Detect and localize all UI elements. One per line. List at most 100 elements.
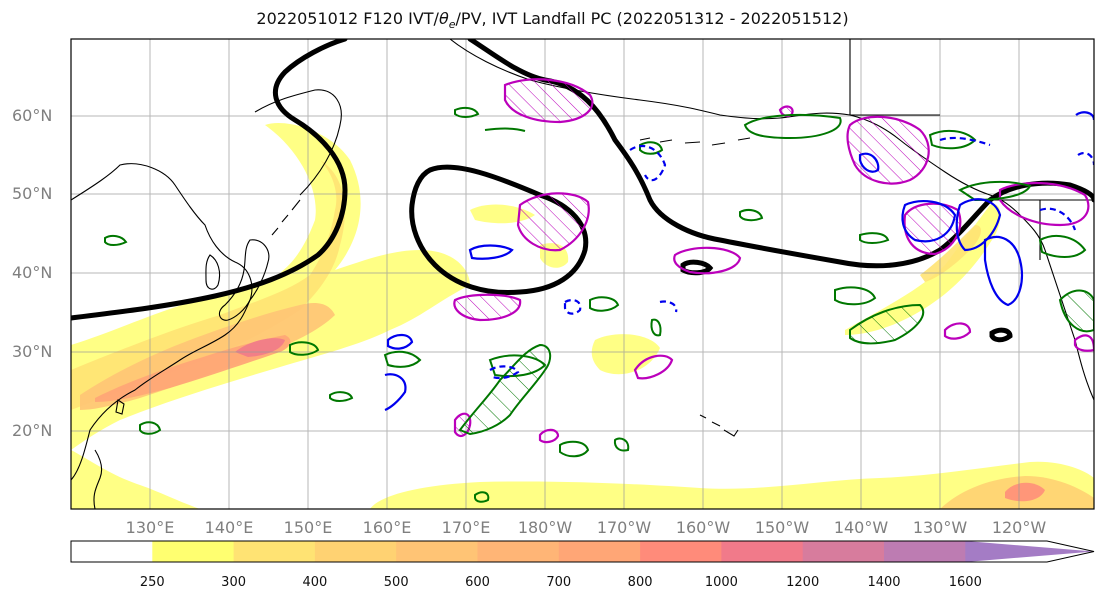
lat-label-30n: 30°N (12, 342, 53, 361)
philippines (93, 449, 103, 509)
jet-blob-east (989, 327, 1013, 343)
lon-label-170w: 170°W (596, 518, 652, 537)
theta-blue-2 (386, 333, 414, 350)
theta-green-central-b (488, 354, 547, 378)
pv-southeast (943, 322, 972, 340)
theta-blue-6 (659, 300, 678, 313)
ivt-band-300 (71, 160, 345, 410)
map-title: 2022051012 F120 IVT/θe/PV, IVT Landfall … (0, 9, 1105, 31)
colorbar-segment-1 (152, 541, 235, 562)
pv-alaska-small (778, 105, 794, 118)
ivt-patch-30n-165w (591, 334, 660, 375)
lon-label-140e: 140°E (204, 518, 254, 537)
theta-green-small1 (559, 440, 590, 458)
pv-20n-b (538, 428, 560, 444)
pv-alaska (846, 115, 930, 185)
theta-green-small7 (589, 296, 620, 312)
theta-positive-contours (104, 106, 1094, 503)
theta-blue-coast2 (983, 235, 1024, 307)
colorbar-tick-label: 1200 (786, 575, 820, 590)
lat-label-40n: 40°N (12, 263, 53, 282)
colorbar-extend-arrow (965, 541, 1094, 562)
jet-cutoff-low (409, 164, 589, 296)
theta-blue-7 (629, 144, 667, 182)
theta-negative-contours (384, 111, 1094, 412)
lat-label-50n: 50°N (12, 184, 53, 203)
colorbar-segment-9 (802, 541, 885, 562)
theta-green-coast3 (1038, 234, 1087, 258)
lon-label-130w: 130°W (912, 518, 968, 537)
lon-label-160w: 160°W (675, 518, 731, 537)
colorbar (70, 540, 1095, 563)
colorbar-outline (70, 540, 1095, 563)
theta-green-mid2 (739, 209, 764, 222)
pv-west-small (453, 293, 522, 322)
jet-west-trough (71, 39, 348, 321)
kuril-islands (271, 199, 301, 236)
colorbar-segment-4 (396, 541, 478, 562)
colorbar-tick-label: 800 (627, 575, 653, 590)
colorbar-tick-label: 1400 (867, 575, 901, 590)
theta-green-small2 (613, 437, 630, 452)
theta-green-north (454, 106, 480, 118)
pv-165w (673, 246, 742, 275)
pv-midpacific (516, 192, 590, 252)
theta-blue-1 (468, 244, 514, 260)
theta-green-east2 (849, 303, 925, 345)
coastlines (71, 39, 1094, 509)
borders (849, 39, 1094, 260)
colorbar-segment-8 (721, 541, 804, 562)
colorbar-tick-label: 250 (139, 575, 165, 590)
theta-green-small9 (329, 391, 354, 402)
lon-label-140w: 140°W (833, 518, 889, 537)
theta-green-coast2 (958, 180, 1032, 202)
lon-label-150w: 150°W (754, 518, 810, 537)
theta-green-central (458, 343, 552, 436)
korea (205, 254, 221, 290)
ivt-tail-south (71, 450, 200, 509)
colorbar-segment-2 (233, 541, 316, 562)
colorbar-segment-10 (884, 541, 966, 562)
map-frame (70, 38, 1095, 510)
theta-blue-gulf (901, 200, 957, 243)
theta-green-small4 (289, 341, 320, 356)
colorbar-segment-0 (71, 541, 153, 562)
theta-green-small3 (383, 350, 422, 368)
theta-blue-coast4 (1039, 207, 1077, 231)
theta-blue-5 (563, 299, 582, 315)
ivt-south-band (370, 461, 1094, 509)
theta-green-small10 (474, 491, 490, 503)
title-theta: θ (438, 9, 449, 28)
pv-north (503, 78, 594, 124)
theta-blue-4 (489, 365, 520, 380)
pv-160w-low (633, 354, 674, 380)
lon-label-170e: 170°E (441, 518, 491, 537)
theta-green-alaska (743, 113, 842, 140)
map-panel (70, 38, 1095, 510)
colorbar-tick-label: 400 (302, 575, 328, 590)
kamchatka (254, 89, 342, 196)
ivt-south-band-max (1005, 482, 1045, 502)
title-prefix: 2022051012 F120 IVT/ (256, 9, 439, 28)
colorbar-tick-label: 1000 (704, 575, 738, 590)
colorbar-segment-7 (640, 541, 722, 562)
colorbar-segment-3 (314, 541, 397, 562)
theta-green-small8 (650, 318, 662, 337)
theta-green-east1 (834, 286, 877, 306)
title-theta-subscript: e (448, 18, 456, 32)
theta-green-coast4 (1058, 289, 1094, 333)
lon-label-180w: 180°W (517, 518, 573, 537)
lat-label-60n: 60°N (12, 106, 53, 125)
lon-label-130e: 130°E (125, 518, 175, 537)
colorbar-tick-label: 700 (546, 575, 572, 590)
hawaii (699, 414, 739, 437)
colorbar-tick-label: 500 (383, 575, 409, 590)
theta-blue-coast3 (939, 136, 991, 147)
theta-green-east3 (859, 232, 890, 244)
ivt-east-plume-core (920, 225, 982, 282)
title-suffix: /PV, IVT Landfall PC (2022051312 - 20220… (455, 9, 849, 28)
colorbar-segments (71, 541, 1094, 562)
lon-label-150e: 150°E (283, 518, 333, 537)
pv-coast (998, 182, 1090, 227)
taiwan (115, 399, 125, 415)
